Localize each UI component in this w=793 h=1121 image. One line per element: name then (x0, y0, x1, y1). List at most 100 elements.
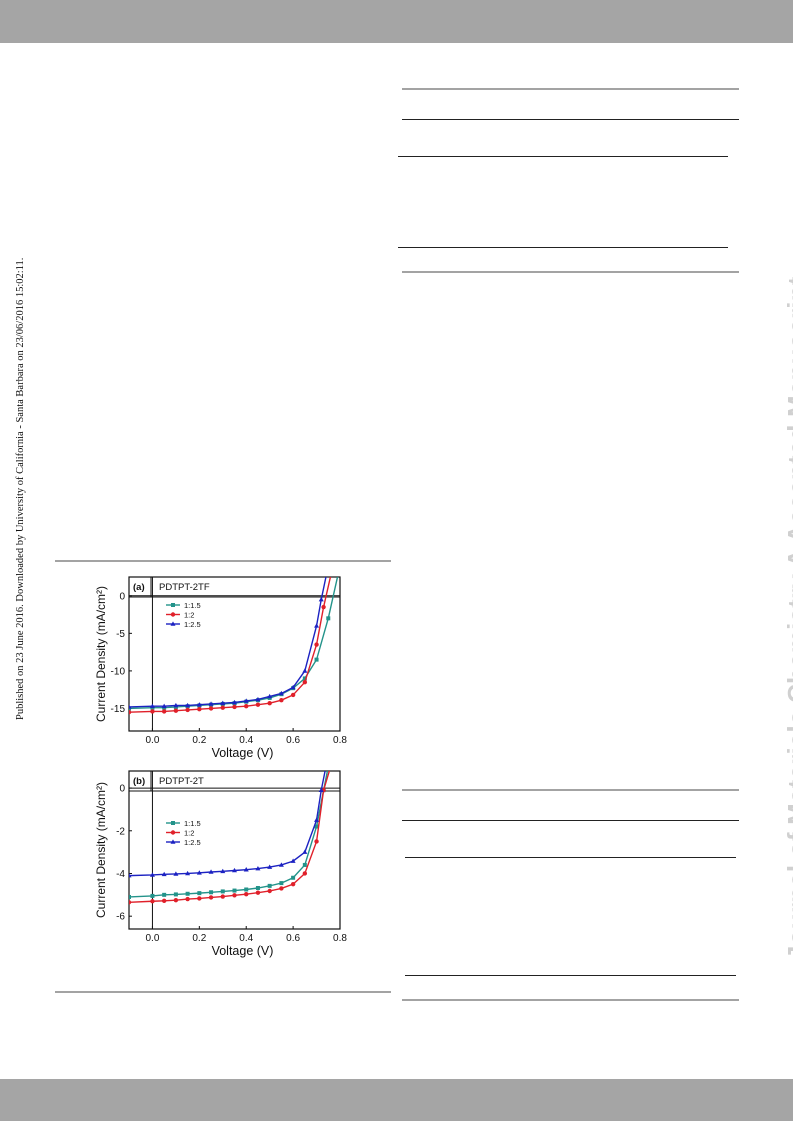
series-marker (279, 698, 284, 703)
x-tick-label: 0.2 (192, 933, 206, 944)
series-marker (150, 899, 155, 904)
series-marker (278, 690, 284, 696)
series-marker (244, 704, 249, 709)
x-tick-label: 0.4 (239, 735, 253, 746)
series-marker (208, 895, 214, 900)
series-marker (161, 871, 167, 877)
legend-label: 1:2 (184, 611, 194, 620)
series-marker (185, 870, 191, 876)
series-marker (197, 891, 202, 896)
y-tick-label: -6 (116, 912, 125, 923)
y-tick-label: 0 (119, 784, 125, 795)
series-marker (150, 893, 155, 898)
y-axis-label: Current Density (mA/cm²) (94, 586, 108, 722)
table2-top-rule (402, 789, 739, 791)
table2-subheader-rule (405, 857, 736, 858)
y-tick-label: -5 (116, 629, 125, 640)
y-axis-label: Current Density (mA/cm²) (94, 782, 108, 918)
series-line (129, 771, 331, 904)
series-marker (197, 896, 202, 901)
y-tick-label: -2 (116, 826, 125, 837)
series-marker (232, 867, 237, 873)
series-marker (197, 707, 202, 712)
legend-marker (170, 839, 176, 844)
series-marker (209, 890, 214, 895)
series-marker (185, 896, 190, 902)
series-line (129, 577, 327, 708)
series-marker (208, 706, 214, 711)
series-marker (244, 891, 249, 897)
series-marker (290, 881, 296, 887)
panel-label: (a) (133, 582, 145, 593)
series-marker (232, 704, 237, 710)
x-tick-label: 0.4 (239, 933, 253, 944)
figure-top-rule (55, 560, 391, 562)
series-group (129, 765, 332, 905)
legend-label: 1:1.5 (184, 601, 201, 610)
series-marker (196, 702, 202, 707)
series-marker (267, 864, 273, 869)
publication-side-note: Published on 23 June 2016. Downloaded by… (15, 257, 26, 720)
series-marker (150, 709, 155, 714)
figure-bottom-rule (55, 991, 391, 993)
x-tick-label: 0.8 (333, 933, 347, 944)
jv-curves-svg: 0.0 0.2 0.4 0.6 0.8 0 -5 -10 -15 Voltage (V) Curre… (94, 576, 347, 958)
series-marker (243, 867, 249, 872)
series-marker (314, 642, 319, 647)
series-marker (185, 707, 190, 713)
legend-label: 1:1.5 (184, 819, 201, 828)
series-group (129, 577, 339, 715)
series-line (129, 771, 326, 877)
x-tick-label: 0.2 (192, 735, 206, 746)
series-marker (220, 700, 226, 706)
legend-marker (170, 830, 176, 835)
table-end-rule (402, 271, 739, 273)
x-axis-label: Voltage (V) (212, 746, 274, 760)
series-marker (318, 787, 324, 793)
series-marker (255, 890, 261, 895)
series-marker (302, 871, 308, 876)
series-marker (255, 702, 261, 707)
jv-curves-figure: 0.0 0.2 0.4 0.6 0.8 0 -5 -10 -15 Voltage (V) Curre… (92, 571, 354, 963)
series-marker (302, 679, 308, 685)
series-marker (232, 699, 237, 705)
series-marker (302, 676, 307, 681)
series-marker (173, 702, 179, 708)
legend-label: 1:2 (184, 829, 194, 838)
series-marker (244, 887, 249, 892)
series-marker (267, 888, 272, 894)
table-subheader-rule (398, 156, 728, 157)
x-tick-label: 0.6 (286, 933, 300, 944)
series-marker (255, 696, 261, 702)
x-tick-label: 0.8 (333, 735, 347, 746)
series-marker (302, 668, 308, 673)
x-tick-label: 0.0 (145, 933, 159, 944)
series-marker (162, 892, 167, 897)
legend-label: 1:2.5 (184, 838, 201, 847)
table-header-rule (402, 119, 739, 120)
legend-marker (170, 621, 176, 626)
series-marker (161, 898, 167, 904)
table2-end-rule (402, 999, 739, 1001)
series-marker (129, 710, 132, 715)
series-marker (255, 886, 260, 891)
series-marker (255, 865, 261, 871)
series-marker (208, 869, 214, 874)
top-header-bar (0, 0, 793, 43)
series-marker (314, 623, 320, 628)
x-tick-label: 0.0 (145, 735, 159, 746)
series-marker (314, 817, 320, 822)
series-marker (161, 703, 167, 709)
y-tick-label: -15 (111, 704, 126, 715)
panel-title: PDTPT-2TF (159, 582, 210, 593)
table-top-rule (402, 88, 739, 90)
series-marker (196, 870, 202, 875)
series-marker (321, 604, 326, 610)
legend-marker (170, 612, 176, 617)
chart-panel-a: 0.0 0.2 0.4 0.6 0.8 0 -5 -10 -15 Voltage (V) Curre… (94, 576, 347, 760)
series-marker (185, 891, 190, 896)
series-marker (129, 900, 132, 905)
series-marker (328, 765, 332, 769)
series-marker (220, 868, 226, 874)
series-marker (318, 596, 324, 602)
